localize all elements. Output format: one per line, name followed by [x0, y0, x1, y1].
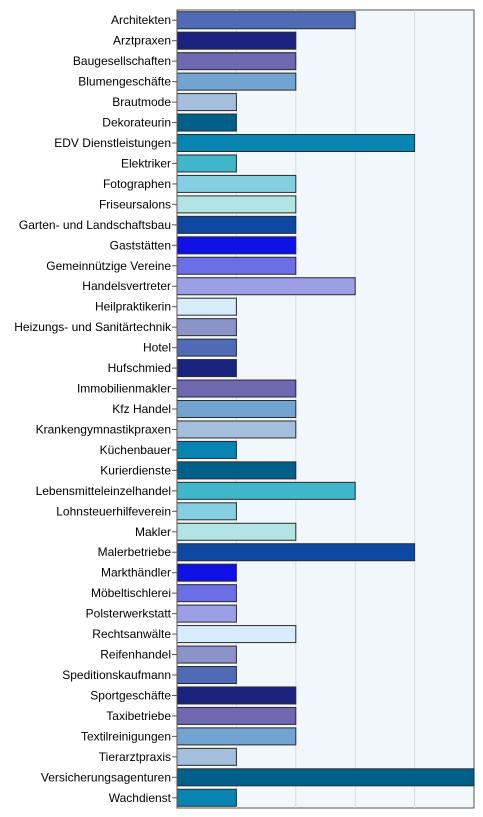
- bar: [176, 277, 356, 296]
- bar: [176, 584, 237, 603]
- category-label: Kurierdienste: [100, 463, 171, 477]
- category-label: Möbeltischlerei: [91, 586, 171, 600]
- bar: [176, 502, 237, 521]
- bar: [176, 256, 297, 275]
- bar: [176, 236, 297, 255]
- category-label: Garten- und Landschaftsbau: [19, 218, 171, 232]
- category-label: Malerbetriebe: [98, 545, 172, 559]
- category-label: Hotel: [143, 341, 171, 355]
- category-label: Sportgeschäfte: [90, 688, 171, 702]
- category-label: Tierarztpraxis: [99, 750, 171, 764]
- category-label: Speditionskaufmann: [62, 668, 171, 682]
- bar: [176, 195, 297, 214]
- bar: [176, 420, 297, 439]
- category-label: Dekorateurin: [102, 116, 171, 130]
- bar: [176, 174, 297, 193]
- bar: [176, 666, 237, 684]
- bar: [176, 727, 297, 746]
- bar: [176, 93, 237, 112]
- bar: [176, 604, 237, 623]
- bar: [176, 788, 237, 807]
- category-label: Hufschmied: [108, 361, 171, 375]
- category-label: Fotographen: [103, 177, 171, 191]
- category-label: Blumengeschäfte: [78, 75, 171, 89]
- bar: [176, 625, 297, 644]
- bar: [176, 72, 297, 91]
- category-label: Reifenhandel: [100, 648, 171, 662]
- category-label: Rechtsanwälte: [92, 627, 171, 641]
- bar: [176, 747, 237, 766]
- bar: [176, 768, 475, 787]
- category-label: Heilpraktikerin: [95, 300, 171, 314]
- bar: [176, 686, 297, 705]
- bar: [176, 440, 237, 459]
- category-label: Textilreinigungen: [81, 729, 171, 743]
- bar: [176, 706, 297, 725]
- category-label: Friseursalons: [99, 197, 171, 211]
- category-label: Baugesellschaften: [73, 54, 171, 68]
- category-label: Lohnsteuerhilfeverein: [56, 504, 171, 518]
- bar: [176, 522, 297, 541]
- bar: [176, 400, 297, 418]
- category-label: Immobilienmakler: [77, 382, 171, 396]
- category-label: Arztpraxen: [113, 34, 171, 48]
- category-label: Elektriker: [121, 156, 171, 170]
- category-label: EDV Dienstleistungen: [54, 136, 171, 150]
- category-label: Versicherungsagenturen: [41, 770, 171, 784]
- bar: [176, 543, 416, 562]
- bar: [176, 52, 297, 71]
- bar: [176, 481, 356, 500]
- category-label: Brautmode: [112, 95, 171, 109]
- category-label: Taxibetriebe: [106, 709, 171, 723]
- bar: [176, 11, 356, 30]
- bar: [176, 461, 297, 480]
- bar: [176, 359, 237, 378]
- category-label: Architekten: [111, 13, 171, 27]
- bars: [176, 11, 475, 807]
- category-label: Makler: [135, 525, 171, 539]
- category-label: Lebensmitteleinzelhandel: [36, 484, 171, 498]
- bar: [176, 154, 237, 173]
- bar: [176, 338, 237, 357]
- bar: [176, 297, 237, 316]
- category-label: Polsterwerkstatt: [86, 607, 172, 621]
- category-label: Küchenbauer: [100, 443, 171, 457]
- bar: [176, 379, 297, 398]
- bar: [176, 563, 237, 582]
- bar: [176, 134, 416, 152]
- category-labels: Architekten Arztpraxen Baugesellschaften Bl…: [14, 13, 172, 805]
- category-label: Gemeinnützige Vereine: [46, 259, 171, 273]
- category-label: Markthändler: [101, 566, 171, 580]
- category-ticks: [172, 19, 177, 799]
- bar: [176, 113, 237, 132]
- category-label: Handelsvertreter: [82, 279, 171, 293]
- category-label: Gaststätten: [110, 238, 171, 252]
- category-label: Krankengymnastikpraxen: [36, 422, 171, 436]
- category-label: Heizungs- und Sanitärtechnik: [14, 320, 172, 334]
- bar: [176, 645, 237, 664]
- bar: [176, 318, 237, 337]
- bar: [176, 215, 297, 234]
- category-label: Kfz Handel: [112, 402, 171, 416]
- category-label: Wachdienst: [109, 791, 172, 805]
- bar: [176, 31, 297, 50]
